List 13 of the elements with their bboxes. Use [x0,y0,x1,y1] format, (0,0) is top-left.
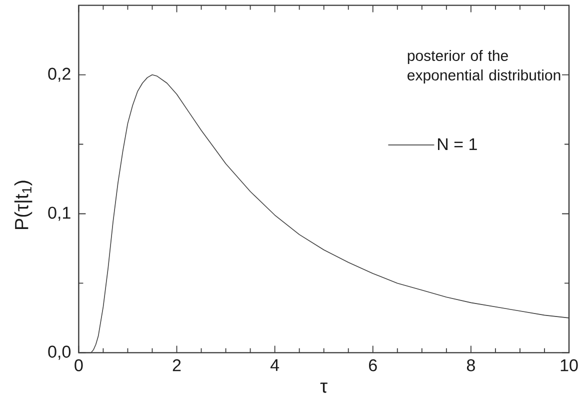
x-tick-label: 6 [369,359,377,372]
x-tick-label: 4 [270,359,280,371]
annotation: posterior of the exponential distribution [408,50,560,84]
x-tick-label: 8 [466,359,475,372]
x-tick-label: 0 [74,359,83,372]
x-tick-label: 10 [560,359,578,372]
x-tick-label: 2 [172,359,181,372]
y-tick-label: 0,1 [48,206,70,221]
y-axis-title: P(τ|t$_{1}$) [14,180,32,229]
legend-label: N = 1 [438,138,477,150]
x-axis-title: τ [320,382,328,393]
y-tick-label: 0,2 [48,68,70,82]
y-tick-label: 0,0 [48,346,71,360]
